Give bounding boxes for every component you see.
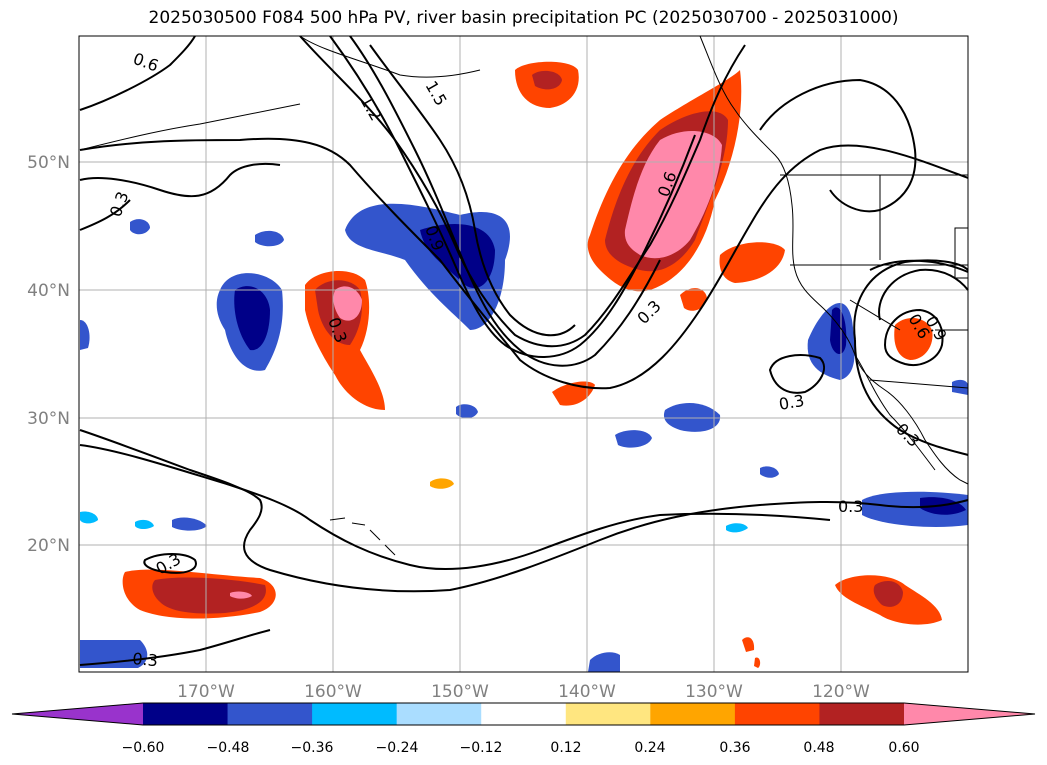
pv-contours <box>79 35 969 666</box>
lon-label: 120°W <box>812 682 870 702</box>
neg-blob-small7 <box>588 652 620 672</box>
light-blob-3 <box>726 523 748 533</box>
contour-03-west <box>79 137 969 390</box>
colorbar-segment <box>143 703 229 725</box>
pos-mid-north <box>532 70 562 90</box>
colorbar-tick-label: 0.48 <box>803 740 834 756</box>
neg-blob-small4 <box>172 517 207 531</box>
neg-blob-small2 <box>615 430 652 448</box>
colorbar-segment <box>565 703 651 725</box>
pos-blob-small4 <box>430 478 454 489</box>
lat-label: 20°N <box>27 536 70 556</box>
colorbar-tick-label: 0.60 <box>888 740 919 756</box>
pos-mid-se <box>873 580 903 607</box>
contour-label: 0.3 <box>777 391 805 414</box>
contour-15 <box>369 44 576 337</box>
colorbar-ticks: −0.60 −0.48 −0.36 −0.24 −0.12 0.12 0.24 … <box>122 740 920 756</box>
neg-blob-small9 <box>760 466 779 478</box>
pos-blob-small6 <box>754 657 761 668</box>
colorbar-tick-label: −0.60 <box>122 740 165 756</box>
graticule <box>79 36 968 672</box>
lat-label: 40°N <box>27 281 70 301</box>
colorbar-tick-label: −0.24 <box>376 740 419 756</box>
neg-blob-small5 <box>456 404 478 419</box>
neg-core-west <box>234 286 270 351</box>
lon-label: 160°W <box>304 682 362 702</box>
colorbar-tick-label: 0.24 <box>634 740 665 756</box>
pos-blob-nevada <box>894 318 933 360</box>
lat-label: 30°N <box>27 409 70 429</box>
light-blob-2 <box>135 519 154 529</box>
neg-blob-small3 <box>255 230 284 247</box>
alaska-coast <box>299 35 481 78</box>
colorbar-tick-label: −0.12 <box>460 740 503 756</box>
precip-shading <box>80 61 968 672</box>
contour-03-mid <box>79 429 969 593</box>
contour-label: 1.2 <box>357 93 386 125</box>
neg-blob-small8 <box>130 219 150 235</box>
lon-label: 140°W <box>558 682 616 702</box>
contour-03-ne <box>759 78 917 213</box>
contour-03-small-sw <box>143 553 197 574</box>
contour-12 <box>349 35 661 367</box>
lon-label: 130°W <box>685 682 743 702</box>
pos-core-sw <box>230 591 252 599</box>
pos-blob-small1 <box>719 242 785 283</box>
lon-labels: 170°W 160°W 150°W 140°W 130°W 120°W <box>177 682 870 702</box>
colorbar-segment <box>396 703 482 725</box>
contour-09 <box>329 35 696 358</box>
contour-03-bottom <box>79 629 271 666</box>
colorbar-tick-label: 0.12 <box>550 740 581 756</box>
contour-03-baja <box>768 354 825 394</box>
light-blob-1 <box>80 511 98 524</box>
contour-09-east <box>878 268 969 321</box>
map-frame <box>78 35 969 673</box>
contour-03-west2 <box>79 199 131 231</box>
lon-label: 170°W <box>177 682 235 702</box>
contour-06-inner <box>883 308 944 366</box>
colorbar-segment <box>312 703 398 725</box>
colorbar-tick-label: −0.36 <box>291 740 334 756</box>
pos-core-main <box>624 130 722 259</box>
pos-blob-small3 <box>680 288 707 311</box>
pos-blob-small5 <box>742 637 755 652</box>
colorbar-segment <box>481 703 567 725</box>
north-america-coast <box>699 35 969 485</box>
colorbar-extend-low <box>12 703 143 725</box>
colorbar-tick-label: 0.36 <box>719 740 750 756</box>
lat-labels: 50°N 40°N 30°N 20°N <box>27 153 70 556</box>
mexico-border <box>869 379 969 389</box>
baja-coast <box>854 354 936 471</box>
neg-core-coast <box>830 307 847 355</box>
contour-label: 0.3 <box>106 189 133 219</box>
colorbar-tick-label: −0.48 <box>207 740 250 756</box>
neg-blob-small6 <box>80 320 90 350</box>
contour-03-east-loop <box>853 259 969 456</box>
contour-label: 0.3 <box>838 497 863 516</box>
colorbar-segment <box>734 703 820 725</box>
pos-core-west <box>333 286 362 321</box>
contour-label: 0.3 <box>132 649 159 670</box>
lon-label: 150°W <box>431 682 489 702</box>
aleutians <box>79 103 301 151</box>
lat-label: 50°N <box>27 153 70 173</box>
contour-03-south <box>79 444 831 570</box>
contour-label: 1.5 <box>422 78 451 110</box>
figure-title: 2025030500 F084 500 hPa PV, river basin … <box>148 8 899 28</box>
hawaii <box>329 517 396 556</box>
colorbar-segment <box>819 703 905 725</box>
contour-label: 0.3 <box>892 419 923 450</box>
contour-03-loop <box>79 162 281 198</box>
colorbar-extend-high <box>904 703 1035 725</box>
colorbar-segment <box>227 703 313 725</box>
colorbar-segment <box>650 703 736 725</box>
neg-blob-small1 <box>663 403 721 432</box>
colorbar-outline <box>11 702 1036 726</box>
pos-mid-sw <box>152 577 266 614</box>
contour-label: 0.6 <box>131 49 161 76</box>
contour-06-north <box>79 35 196 111</box>
colorbar <box>11 702 1036 726</box>
